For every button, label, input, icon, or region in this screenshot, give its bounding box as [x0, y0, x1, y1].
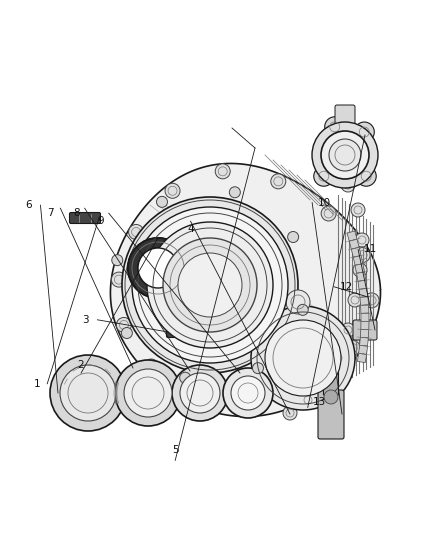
Polygon shape — [360, 337, 368, 346]
Circle shape — [303, 382, 318, 397]
Polygon shape — [361, 321, 369, 329]
Circle shape — [364, 293, 379, 308]
Circle shape — [252, 362, 264, 374]
Text: 7: 7 — [47, 208, 54, 218]
Circle shape — [324, 390, 338, 404]
Circle shape — [231, 376, 265, 410]
Polygon shape — [347, 231, 357, 241]
Circle shape — [138, 248, 178, 288]
Text: 6: 6 — [25, 200, 32, 210]
Circle shape — [353, 263, 367, 277]
Polygon shape — [359, 345, 367, 354]
Circle shape — [355, 233, 369, 247]
Polygon shape — [349, 239, 359, 249]
Circle shape — [178, 253, 242, 317]
Circle shape — [314, 166, 334, 186]
Circle shape — [286, 290, 310, 314]
FancyBboxPatch shape — [318, 390, 344, 439]
Text: 10: 10 — [318, 198, 331, 207]
Circle shape — [147, 222, 273, 348]
Circle shape — [121, 327, 132, 338]
Circle shape — [271, 174, 286, 189]
FancyBboxPatch shape — [70, 213, 100, 223]
Circle shape — [297, 304, 308, 316]
Circle shape — [283, 406, 297, 420]
Circle shape — [341, 323, 355, 337]
Circle shape — [180, 372, 191, 383]
FancyBboxPatch shape — [335, 105, 355, 127]
Circle shape — [60, 365, 116, 421]
Circle shape — [172, 365, 228, 421]
Circle shape — [251, 306, 355, 410]
Text: 1: 1 — [34, 379, 41, 389]
FancyBboxPatch shape — [353, 320, 377, 340]
Polygon shape — [360, 329, 369, 338]
Polygon shape — [357, 272, 366, 281]
Text: 11: 11 — [364, 245, 377, 254]
Circle shape — [223, 368, 273, 418]
Polygon shape — [361, 313, 369, 321]
Circle shape — [321, 206, 336, 221]
Circle shape — [351, 203, 365, 217]
Text: 3: 3 — [82, 315, 89, 325]
Circle shape — [50, 355, 126, 431]
Circle shape — [230, 187, 240, 198]
Circle shape — [331, 351, 345, 365]
Circle shape — [190, 391, 205, 406]
Circle shape — [132, 207, 288, 363]
Polygon shape — [358, 280, 367, 289]
Circle shape — [144, 359, 159, 374]
Circle shape — [129, 224, 144, 239]
Circle shape — [111, 272, 127, 287]
Circle shape — [348, 293, 362, 307]
Polygon shape — [357, 353, 367, 362]
Text: 2: 2 — [78, 360, 85, 370]
Circle shape — [325, 117, 345, 137]
Polygon shape — [360, 305, 369, 313]
Circle shape — [180, 373, 220, 413]
Circle shape — [247, 401, 262, 416]
Circle shape — [312, 122, 378, 188]
Circle shape — [329, 139, 361, 171]
Circle shape — [165, 183, 180, 198]
Text: 4: 4 — [187, 224, 194, 234]
Polygon shape — [353, 255, 363, 265]
Polygon shape — [351, 247, 361, 257]
Polygon shape — [355, 264, 364, 273]
Circle shape — [341, 178, 355, 192]
Circle shape — [345, 341, 360, 356]
Circle shape — [115, 360, 181, 426]
Circle shape — [318, 375, 332, 389]
Circle shape — [122, 197, 298, 373]
Text: 12: 12 — [339, 282, 353, 292]
Circle shape — [112, 255, 123, 265]
Text: 5: 5 — [172, 446, 179, 455]
Circle shape — [354, 122, 374, 142]
Circle shape — [163, 238, 257, 332]
Circle shape — [301, 393, 315, 407]
Circle shape — [117, 318, 131, 333]
Polygon shape — [110, 164, 381, 416]
Polygon shape — [360, 297, 368, 305]
Circle shape — [356, 166, 376, 186]
Text: 8: 8 — [73, 208, 80, 218]
Circle shape — [265, 320, 341, 396]
Text: 9: 9 — [97, 216, 104, 226]
FancyBboxPatch shape — [324, 362, 339, 395]
Circle shape — [355, 247, 370, 263]
Circle shape — [128, 238, 188, 298]
Circle shape — [215, 164, 230, 179]
Circle shape — [321, 131, 369, 179]
Polygon shape — [359, 288, 368, 297]
Circle shape — [288, 231, 299, 243]
Circle shape — [156, 196, 167, 207]
Text: 13: 13 — [313, 398, 326, 407]
FancyBboxPatch shape — [166, 327, 190, 337]
Circle shape — [124, 369, 172, 417]
